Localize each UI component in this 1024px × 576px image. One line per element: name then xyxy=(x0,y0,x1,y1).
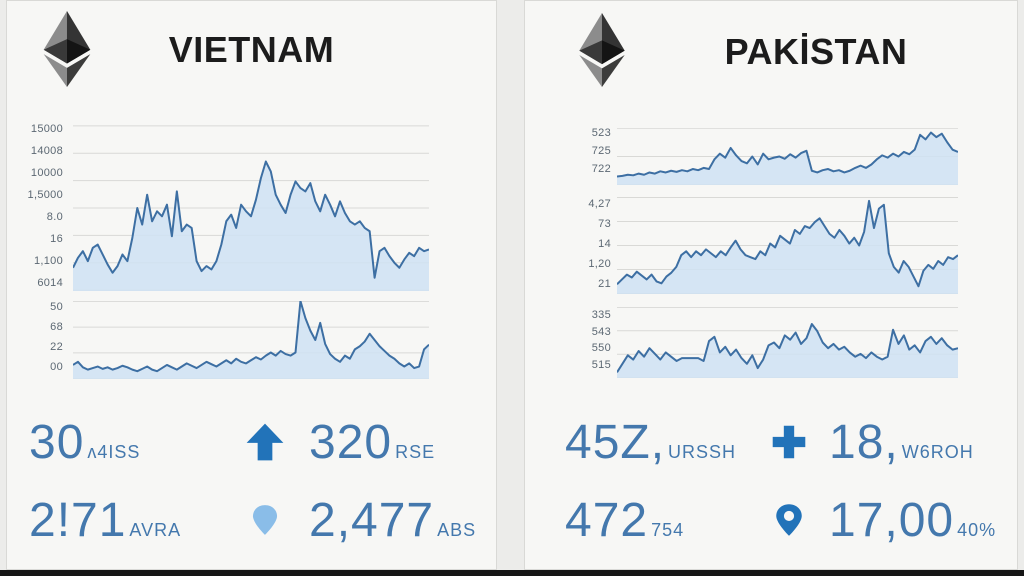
stat-number: 17,00 xyxy=(829,493,955,547)
panel-title-pakistan: PAKİSTAN xyxy=(724,31,908,72)
y-tick-label: 543 xyxy=(591,325,611,338)
stat-unit: URSSH xyxy=(668,441,737,462)
location-pin-icon xyxy=(749,491,829,549)
stat-number: 2!71 xyxy=(29,493,127,547)
area-chart-pakistan-bottom xyxy=(617,307,958,378)
stat-value: 320 RSE xyxy=(309,415,481,470)
location-pin-icon xyxy=(221,492,309,548)
stats-pakistan: 45Z, URSSH 18, W6ROH 472 754 17,00 40% xyxy=(565,403,1009,559)
y-tick-label: 523 xyxy=(591,127,611,139)
stat-value: 45Z, URSSH xyxy=(565,415,749,470)
stat-number: 2,477 xyxy=(309,493,435,547)
arrow-up-icon xyxy=(221,418,309,466)
y-tick-label: 16 xyxy=(50,233,63,245)
y-tick-label: 21 xyxy=(598,278,611,290)
panel-vietnam: VIETNAM 15000 14008 10000 1,5000 8.0 16 1,100 6… xyxy=(6,0,497,570)
stat-value: 17,00 40% xyxy=(829,493,1009,548)
y-tick-label: 1,100 xyxy=(33,255,63,267)
stat-unit: 754 xyxy=(651,519,685,540)
y-tick-label: 1,5000 xyxy=(27,189,63,201)
stat-number: 18, xyxy=(829,415,899,469)
stat-number: 30 xyxy=(29,415,85,469)
stat-unit: 40% xyxy=(957,519,997,540)
y-tick-label: 550 xyxy=(591,342,611,355)
y-tick-label: 4,27 xyxy=(588,198,611,210)
y-tick-label: 50 xyxy=(50,301,63,313)
y-tick-label: 14 xyxy=(598,238,611,250)
bottom-edge-bar xyxy=(0,570,1024,576)
y-tick-label: 14008 xyxy=(30,145,63,157)
y-tick-label: 73 xyxy=(598,218,611,230)
area-chart-vietnam-secondary xyxy=(73,301,429,379)
stat-unit: RSE xyxy=(395,441,436,462)
stat-value: 18, W6ROH xyxy=(829,415,1009,470)
y-tick-label: 68 xyxy=(50,321,63,333)
stat-unit: W6ROH xyxy=(901,441,974,462)
y-axis-labels: 335 543 550 515 xyxy=(577,309,611,371)
y-tick-label: 6014 xyxy=(37,277,63,289)
stat-number: 472 xyxy=(565,493,649,547)
stat-value: 472 754 xyxy=(565,493,749,548)
ethereum-icon xyxy=(579,13,625,87)
area-chart-pakistan-middle xyxy=(617,197,958,294)
y-tick-label: 10000 xyxy=(30,167,63,179)
stat-value: 2,477 ABS xyxy=(309,493,481,548)
stat-value: 2!71 AVRA xyxy=(29,493,221,548)
panel-title-vietnam: VIETNAM xyxy=(168,29,335,70)
stat-number: 320 xyxy=(309,415,393,469)
plus-icon xyxy=(749,419,829,465)
y-tick-label: 00 xyxy=(50,361,63,373)
y-axis-labels: 15000 14008 10000 1,5000 8.0 16 1,100 6014 xyxy=(17,123,63,289)
stat-number: 45Z, xyxy=(565,415,666,469)
stats-vietnam: 30 ʌ4ISS 320 RSE 2!71 AVRA 2,477 ABS xyxy=(29,403,481,559)
y-tick-label: 725 xyxy=(591,145,611,157)
y-axis-labels: 523 725 722 xyxy=(577,127,611,175)
y-tick-label: 335 xyxy=(591,309,611,321)
y-tick-label: 15000 xyxy=(30,123,63,135)
ethereum-icon xyxy=(43,11,91,87)
panel-pakistan: PAKİSTAN 523 725 722 4,27 73 14 1,20 21 335 543… xyxy=(524,0,1018,570)
y-tick-label: 22 xyxy=(50,341,63,353)
area-chart-pakistan-top xyxy=(617,128,958,185)
stat-unit: ʌ4ISS xyxy=(87,441,141,462)
area-chart-vietnam-main xyxy=(73,125,429,291)
stat-unit: ABS xyxy=(437,519,477,540)
stat-unit: AVRA xyxy=(129,519,182,540)
y-tick-label: 515 xyxy=(591,358,611,371)
y-tick-label: 1,20 xyxy=(588,258,611,270)
y-axis-labels: 4,27 73 14 1,20 21 xyxy=(577,198,611,290)
y-tick-label: 722 xyxy=(591,163,611,175)
y-tick-label: 8.0 xyxy=(46,211,63,223)
stat-value: 30 ʌ4ISS xyxy=(29,415,221,470)
y-axis-labels: 50 68 22 00 xyxy=(17,301,63,373)
